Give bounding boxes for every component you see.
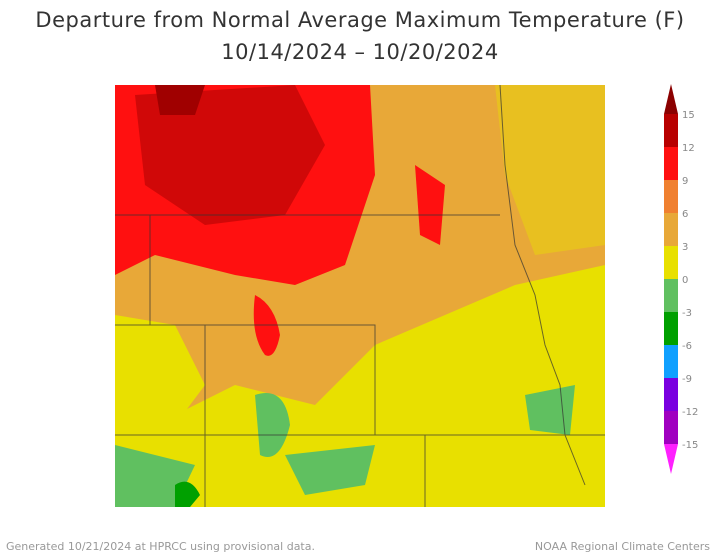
legend-swatch — [664, 246, 678, 279]
neutral-region-southeast — [115, 265, 605, 507]
cold-spot — [175, 481, 200, 507]
legend-tick-label: 6 — [682, 209, 688, 220]
legend-tick-label: -3 — [682, 308, 692, 319]
legend-tick-label: -12 — [682, 407, 698, 418]
extreme-anomaly-area — [155, 85, 205, 115]
legend-swatch — [664, 345, 678, 378]
legend-swatch — [664, 411, 678, 444]
legend-swatch — [664, 279, 678, 312]
cool-region-central — [255, 393, 290, 457]
generated-note: Generated 10/21/2024 at HPRCC using prov… — [6, 540, 315, 553]
legend-tick-label: 15 — [682, 110, 695, 121]
legend-swatch — [664, 180, 678, 213]
color-scale-legend: 15 12 9 6 3 0 -3 -6 -9 -12 -15 — [664, 84, 698, 474]
legend-swatch — [664, 114, 678, 147]
legend-tick-label: -6 — [682, 341, 692, 352]
legend-tick-label: 0 — [682, 275, 688, 286]
legend-tick-label: -9 — [682, 374, 692, 385]
legend-swatch — [664, 147, 678, 180]
temperature-departure-map — [115, 85, 605, 507]
warm-anomaly-region-east — [415, 165, 445, 245]
legend-tick-label: 9 — [682, 176, 688, 187]
legend-swatch — [664, 312, 678, 345]
legend-swatch — [664, 213, 678, 246]
credit-text: NOAA Regional Climate Centers — [534, 540, 710, 553]
mild-region-northeast — [495, 85, 605, 255]
map-date-range: 10/14/2024 – 10/20/2024 — [221, 40, 499, 64]
legend-arrow-high — [664, 84, 678, 114]
legend-tick-label: 12 — [682, 143, 695, 154]
legend-swatch — [664, 378, 678, 411]
cool-region-east — [525, 385, 575, 435]
legend-arrow-low — [664, 444, 678, 474]
state-boundaries — [115, 85, 605, 507]
hot-anomaly-core — [135, 85, 325, 225]
map-title: Departure from Normal Average Maximum Te… — [35, 8, 685, 32]
cool-region-south — [285, 445, 375, 495]
legend-tick-label: -15 — [682, 440, 698, 451]
legend-tick-label: 3 — [682, 242, 688, 253]
